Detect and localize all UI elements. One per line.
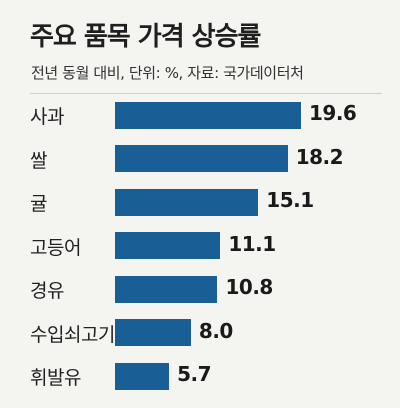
- bar: [115, 145, 288, 172]
- value-label: 5.7: [177, 362, 212, 386]
- category-label: 수입쇠고기: [30, 323, 115, 346]
- value-label: 15.1: [266, 188, 314, 212]
- category-label: 고등어: [30, 236, 81, 259]
- bar: [115, 188, 259, 216]
- value-label: 18.2: [295, 144, 344, 169]
- category-label: 쌀: [30, 149, 47, 172]
- bar: [115, 232, 221, 259]
- value-label: 10.8: [225, 275, 273, 299]
- category-label: 사과: [30, 106, 64, 128]
- value-label: 19.6: [309, 101, 357, 125]
- bar: [115, 362, 170, 390]
- bar: [115, 101, 301, 129]
- category-label: 귤: [30, 193, 47, 215]
- chart-subtitle: 전년 동월 대비, 단위: %, 자료: 국가데이터처: [31, 64, 304, 82]
- header-divider: [30, 93, 382, 94]
- chart-title: 주요 품목 가격 상승률: [30, 22, 261, 52]
- bar: [115, 275, 218, 303]
- value-label: 11.1: [228, 231, 276, 256]
- category-label: 휘발유: [30, 367, 81, 389]
- category-label: 경유: [30, 280, 64, 302]
- bar: [115, 319, 191, 346]
- value-label: 8.0: [198, 318, 233, 343]
